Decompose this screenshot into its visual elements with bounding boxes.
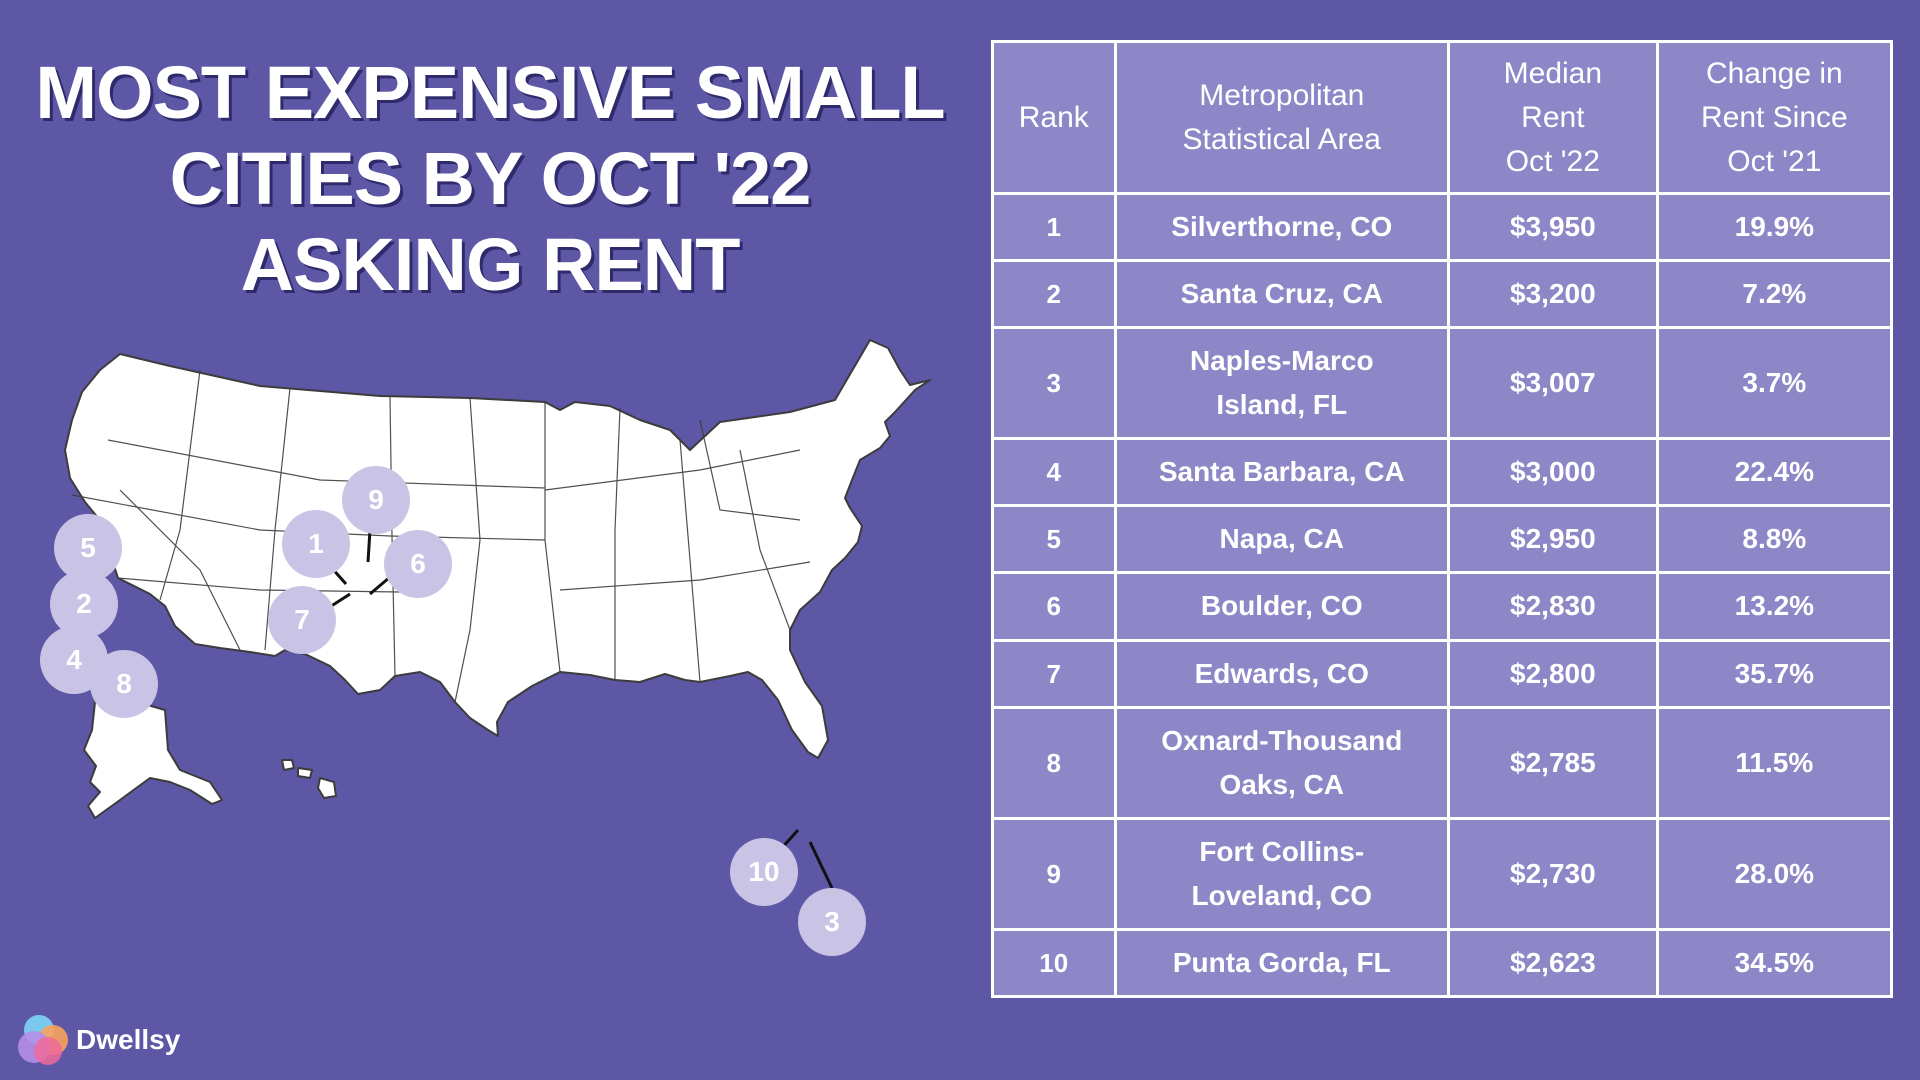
title-line-2: CITIES BY OCT '22 [169,137,812,220]
rank-cell: 5 [991,504,1117,575]
rent-cell: $2,785 [1447,705,1659,820]
area-cell: Naples-Marco Island, FL [1113,326,1451,441]
change-cell: 13.2% [1655,571,1894,642]
us-map-outline [64,339,931,889]
rent-cell: $3,000 [1447,437,1659,508]
area-cell: Punta Gorda, FL [1113,927,1451,999]
rank-cell: 6 [991,571,1117,642]
change-cell: 34.5% [1655,927,1894,999]
change-cell: 8.8% [1655,504,1894,575]
map-pin-9: 9 [342,466,410,534]
rent-cell: $2,950 [1447,504,1659,575]
change-cell: 11.5% [1655,705,1894,820]
dwellsy-logo: Dwellsy [18,1015,180,1065]
area-cell: Napa, CA [1113,504,1451,575]
change-cell: 19.9% [1655,191,1894,263]
rank-cell: 8 [991,705,1117,820]
table-row: 5 Napa, CA $2,950 8.8% [991,504,1894,575]
map-pin-5: 5 [54,514,122,582]
rank-cell: 3 [991,326,1117,441]
table-row: 1 Silverthorne, CO $3,950 19.9% [991,191,1894,263]
rank-cell: 10 [991,927,1117,999]
map-pin-6: 6 [384,530,452,598]
rank-cell: 2 [991,259,1117,330]
rent-cell: $2,830 [1447,571,1659,642]
table-row: 9 Fort Collins-Loveland, CO $2,730 28.0% [991,816,1894,931]
rent-cell: $3,950 [1447,191,1659,263]
title-line-1: MOST EXPENSIVE SMALL [35,51,945,134]
rank-cell: 1 [991,191,1117,263]
map-pin-1: 1 [282,510,350,578]
area-cell: Santa Cruz, CA [1113,259,1451,330]
change-cell: 28.0% [1655,816,1894,931]
area-cell: Oxnard-Thousand Oaks, CA [1113,705,1451,820]
header-rank: Rank [991,40,1117,195]
rent-cell: $2,623 [1447,927,1659,999]
table-row: 7 Edwards, CO $2,800 35.7% [991,638,1894,709]
rent-cell: $3,200 [1447,259,1659,330]
rank-cell: 9 [991,816,1117,931]
header-rent: Median Rent Oct '22 [1447,40,1659,195]
area-cell: Fort Collins-Loveland, CO [1113,816,1451,931]
area-cell: Silverthorne, CO [1113,191,1451,263]
dwellsy-logo-icon [18,1015,68,1065]
table-row: 4 Santa Barbara, CA $3,000 22.4% [991,437,1894,508]
rent-cell: $2,730 [1447,816,1659,931]
map-pin-7: 7 [268,586,336,654]
rank-cell: 4 [991,437,1117,508]
table-row: 8 Oxnard-Thousand Oaks, CA $2,785 11.5% [991,705,1894,820]
map-pin-8: 8 [90,650,158,718]
header-change: Change in Rent Since Oct '21 [1655,40,1894,195]
table-row: 10 Punta Gorda, FL $2,623 34.5% [991,927,1894,999]
us-map: 1 2 3 4 5 6 7 8 9 10 [0,330,960,956]
table-row: 6 Boulder, CO $2,830 13.2% [991,571,1894,642]
rent-cell: $3,007 [1447,326,1659,441]
map-pin-3: 3 [798,888,866,956]
area-cell: Santa Barbara, CA [1113,437,1451,508]
rent-table: Rank Metropolitan Statistical Area Media… [991,40,1894,999]
area-cell: Edwards, CO [1113,638,1451,709]
table-row: 2 Santa Cruz, CA $3,200 7.2% [991,259,1894,330]
brand-name: Dwellsy [76,1024,181,1055]
page-title: MOST EXPENSIVE SMALL CITIES BY OCT '22 A… [0,50,980,308]
table-header-row: Rank Metropolitan Statistical Area Media… [991,40,1894,195]
table-row: 3 Naples-Marco Island, FL $3,007 3.7% [991,326,1894,441]
area-cell: Boulder, CO [1113,571,1451,642]
rent-cell: $2,800 [1447,638,1659,709]
change-cell: 22.4% [1655,437,1894,508]
rank-cell: 7 [991,638,1117,709]
header-area: Metropolitan Statistical Area [1113,40,1451,195]
change-cell: 35.7% [1655,638,1894,709]
change-cell: 7.2% [1655,259,1894,330]
map-pin-10: 10 [730,838,798,906]
title-line-3: ASKING RENT [240,223,741,306]
change-cell: 3.7% [1655,326,1894,441]
